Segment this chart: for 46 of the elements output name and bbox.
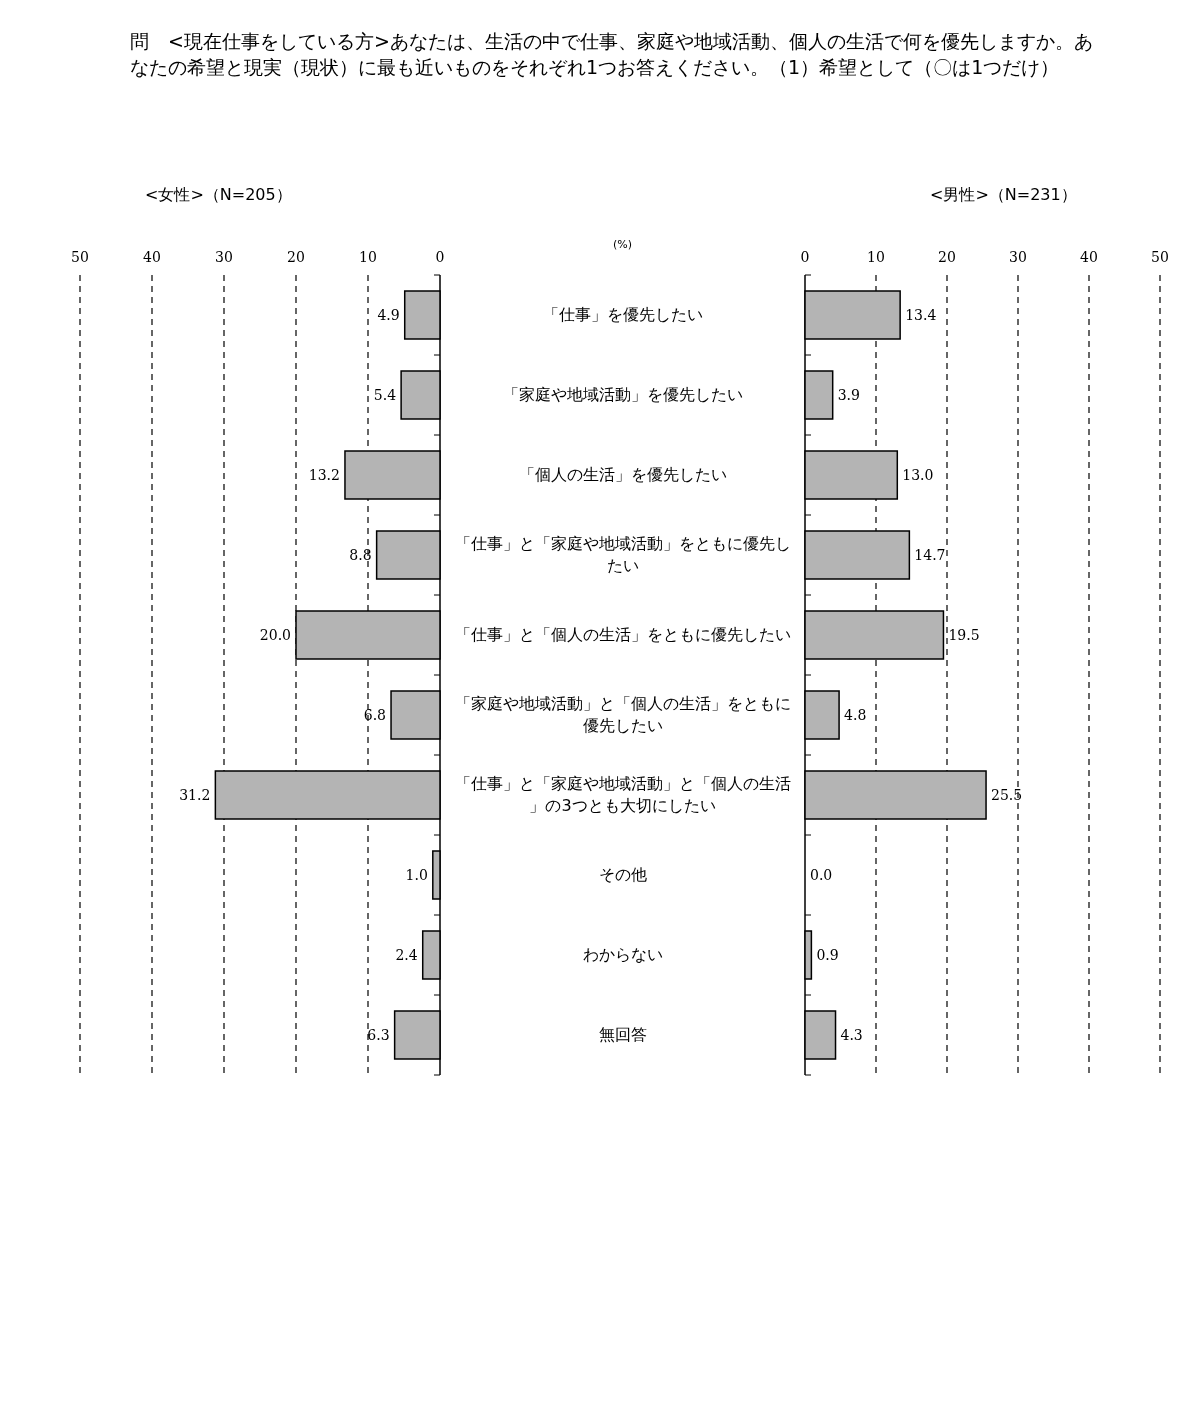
data-label: 2.4 xyxy=(395,947,418,963)
x-tick-label: 40 xyxy=(143,249,161,265)
data-label: 5.4 xyxy=(373,387,397,403)
x-tick-label: 50 xyxy=(71,249,89,265)
x-tick-label: 40 xyxy=(1080,249,1098,265)
data-label: 4.3 xyxy=(840,1027,863,1043)
chart-subtitle: <女性>（N=205） xyxy=(145,185,292,204)
x-tick-label: 20 xyxy=(287,249,305,265)
data-label: 6.3 xyxy=(367,1027,390,1043)
x-tick-label: 30 xyxy=(1009,249,1027,265)
data-label: 31.2 xyxy=(179,787,211,803)
y-tick-label: 無回答 xyxy=(598,1025,647,1044)
data-label: 1.0 xyxy=(405,867,428,883)
data-label: 13.2 xyxy=(308,467,340,483)
y-tick-label: 「仕事」と「家庭や地域活動」と「個人の生活」の3つとも大切にしたい xyxy=(454,774,791,815)
data-label: 20.0 xyxy=(259,627,291,643)
text: (%) xyxy=(612,238,633,251)
x-tick-label: 20 xyxy=(938,249,956,265)
data-label: 4.8 xyxy=(844,707,867,723)
data-label: 8.8 xyxy=(349,547,372,563)
y-tick-label: 「仕事」を優先したい xyxy=(542,305,703,324)
x-tick-label: 0 xyxy=(435,249,445,265)
data-label: 6.8 xyxy=(363,707,387,723)
y-tick-label: 「家庭や地域活動」と「個人の生活」をともに優先したい xyxy=(454,694,791,735)
data-label: 4.9 xyxy=(377,307,400,323)
text: 問 <現在仕事をしている方>あなたは、生活の中で仕事、家庭や地域活動、個人の生活で何を優先しますか。あなたの希望と現実（現状）に最も近いものをそれぞれ1つお答えください。（1）希望として（〇は1つだけ） xyxy=(130,29,1094,80)
y-tick-label: その他 xyxy=(598,865,647,884)
data-label: 14.7 xyxy=(914,547,946,563)
x-tick-label: 0 xyxy=(800,249,810,265)
data-label: 25.5 xyxy=(991,787,1023,803)
data-label: 0.9 xyxy=(816,947,839,963)
data-label: 0.0 xyxy=(810,867,833,883)
y-tick-label: 「個人の生活」を優先したい xyxy=(518,465,727,484)
y-tick-label: 「仕事」と「家庭や地域活動」をともに優先したい xyxy=(454,534,791,575)
x-tick-label: 10 xyxy=(867,249,885,265)
data-label: 13.0 xyxy=(902,467,934,483)
y-tick-label: 「家庭や地域活動」を優先したい xyxy=(502,385,743,404)
x-tick-label: 10 xyxy=(359,249,377,265)
data-label: 3.9 xyxy=(837,387,860,403)
data-label: 13.4 xyxy=(905,307,937,323)
data-label: 19.5 xyxy=(948,627,980,643)
y-tick-label: 「仕事」と「個人の生活」をともに優先したい xyxy=(454,625,791,644)
y-tick-label: わからない xyxy=(582,945,663,964)
x-tick-label: 50 xyxy=(1151,249,1169,265)
chart-title: <男性>（N=231） xyxy=(930,185,1077,204)
x-tick-label: 30 xyxy=(215,249,233,265)
